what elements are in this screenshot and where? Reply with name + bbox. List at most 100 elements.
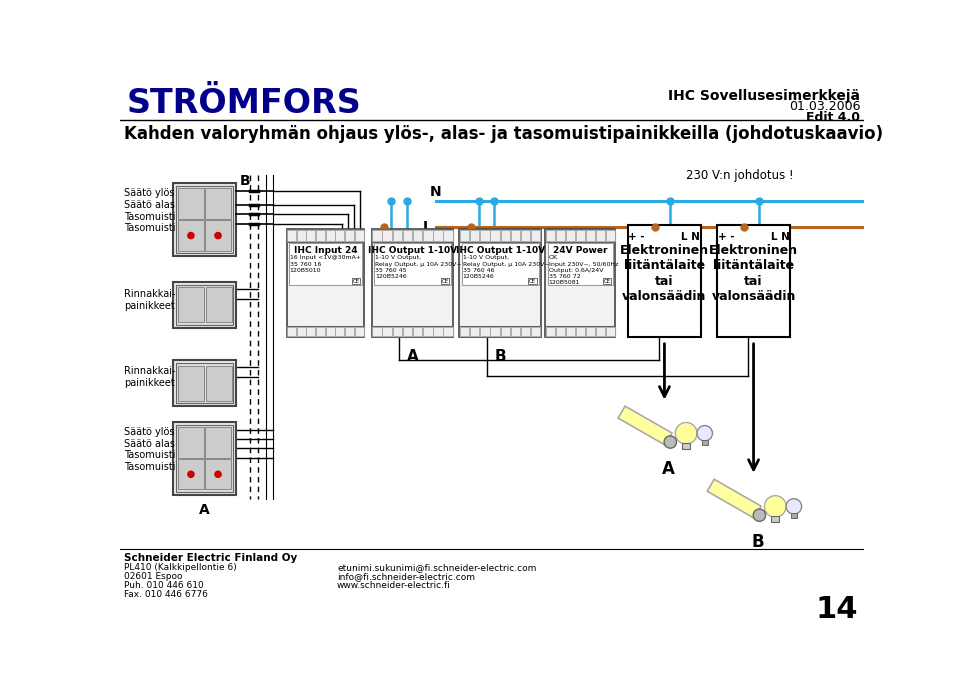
Text: Schneider Electric Finland Oy: Schneider Electric Finland Oy	[124, 553, 298, 562]
Bar	[372, 326, 453, 337]
Bar	[173, 281, 236, 328]
Bar	[403, 230, 412, 240]
Text: B: B	[751, 533, 764, 551]
Bar	[403, 327, 412, 337]
Bar	[179, 220, 204, 251]
Text: valonsäädin: valonsäädin	[711, 290, 796, 303]
Bar	[565, 230, 575, 240]
Text: 120B5010: 120B5010	[290, 267, 322, 273]
Bar	[606, 230, 614, 240]
Bar	[423, 327, 433, 337]
Bar	[306, 327, 315, 337]
Text: 24V Power: 24V Power	[553, 246, 608, 255]
Bar	[355, 230, 364, 240]
Bar	[173, 360, 236, 406]
Bar	[355, 327, 364, 337]
Text: Tasomuisti 1: Tasomuisti 1	[124, 211, 184, 222]
Text: Rinnakkai-: Rinnakkai-	[124, 366, 176, 377]
Text: 1-10 V Output,: 1-10 V Output,	[375, 256, 421, 261]
Text: 35 760 45: 35 760 45	[375, 267, 406, 273]
Bar	[335, 327, 345, 337]
Text: painikkeet: painikkeet	[124, 378, 175, 388]
Circle shape	[764, 495, 786, 517]
Bar	[511, 327, 520, 337]
Text: Kahden valoryhmän ohjaus ylös-, alas- ja tasomuistipainikkeilla (johdotuskaavio): Kahden valoryhmän ohjaus ylös-, alas- ja…	[124, 125, 883, 143]
Text: Säätö alas: Säätö alas	[124, 200, 175, 210]
Text: A: A	[661, 460, 675, 478]
Bar	[500, 327, 510, 337]
Bar	[205, 459, 230, 489]
Text: www.schneider-electric.fi: www.schneider-electric.fi	[337, 581, 451, 590]
Text: Output: 0.6A/24V: Output: 0.6A/24V	[548, 267, 603, 273]
Bar	[628, 225, 701, 337]
Bar	[545, 326, 615, 337]
Text: IHC Sovellusesimerkkejä: IHC Sovellusesimerkkejä	[668, 89, 860, 103]
Bar	[586, 230, 595, 240]
Bar	[287, 230, 296, 240]
Bar	[462, 243, 539, 285]
Bar	[717, 225, 790, 337]
Bar	[548, 243, 612, 285]
Text: 14: 14	[815, 595, 858, 624]
Bar	[556, 230, 565, 240]
Text: Fax. 010 446 6776: Fax. 010 446 6776	[124, 590, 207, 599]
Bar	[413, 230, 422, 240]
Text: 35 760 16: 35 760 16	[290, 262, 321, 267]
Bar	[179, 189, 204, 219]
Bar	[206, 287, 232, 323]
Circle shape	[188, 232, 194, 238]
Bar	[413, 327, 422, 337]
Circle shape	[215, 471, 221, 477]
Bar	[287, 327, 296, 337]
Bar	[173, 422, 236, 495]
Bar	[173, 183, 236, 256]
Bar	[556, 327, 565, 337]
Bar	[480, 327, 490, 337]
Text: IHC Output 1-10V: IHC Output 1-10V	[368, 246, 457, 255]
Circle shape	[786, 499, 802, 514]
Text: CE: CE	[604, 279, 611, 284]
Text: Rinnakkai-: Rinnakkai-	[124, 290, 176, 299]
Bar	[346, 327, 354, 337]
Text: IHC Input 24: IHC Input 24	[294, 246, 357, 255]
Bar	[546, 230, 555, 240]
Bar	[565, 327, 575, 337]
Circle shape	[188, 471, 194, 477]
Bar	[287, 326, 364, 337]
Text: valonsäädin: valonsäädin	[622, 290, 707, 303]
Bar	[179, 287, 204, 323]
Bar	[382, 230, 392, 240]
Text: CE: CE	[442, 279, 448, 284]
Bar	[511, 230, 520, 240]
Text: liitäntälaite: liitäntälaite	[624, 259, 705, 272]
Text: 35 760 72: 35 760 72	[548, 274, 580, 279]
Bar	[179, 366, 204, 401]
Bar	[176, 363, 233, 404]
Text: L: L	[422, 220, 431, 234]
Text: Input 230V~, 50/60Hz: Input 230V~, 50/60Hz	[548, 262, 618, 267]
Bar	[325, 230, 335, 240]
Text: 02601 Espoo: 02601 Espoo	[124, 572, 182, 581]
Circle shape	[215, 232, 221, 238]
Text: Tasomuisti 2: Tasomuisti 2	[124, 223, 184, 233]
Bar	[382, 327, 392, 337]
Bar	[460, 229, 540, 337]
Bar	[176, 425, 233, 492]
Bar	[545, 229, 615, 337]
Text: CE: CE	[529, 279, 537, 284]
Bar	[433, 327, 443, 337]
Text: liitäntälaite: liitäntälaite	[713, 259, 794, 272]
Text: B: B	[240, 173, 251, 188]
Bar	[683, 444, 690, 448]
Bar	[444, 327, 453, 337]
Text: Puh. 010 446 610: Puh. 010 446 610	[124, 581, 204, 590]
Bar	[372, 229, 453, 337]
Bar	[297, 327, 305, 337]
Bar	[576, 230, 585, 240]
Bar	[287, 229, 364, 337]
Bar	[444, 230, 453, 240]
Bar	[460, 230, 469, 240]
Bar	[393, 230, 402, 240]
Polygon shape	[708, 480, 761, 518]
Bar	[460, 326, 540, 337]
